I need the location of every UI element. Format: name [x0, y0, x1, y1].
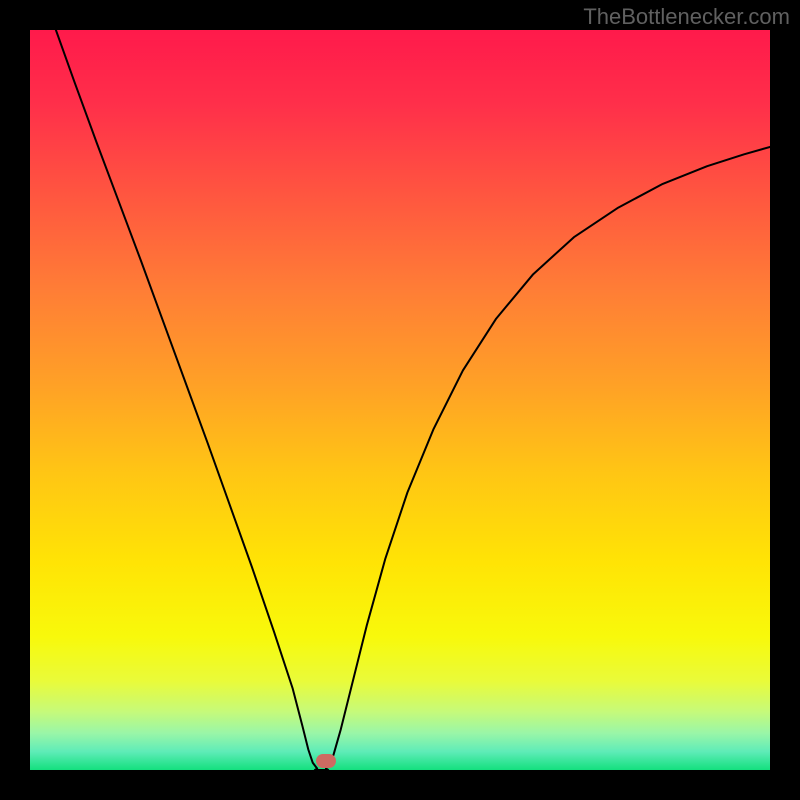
watermark-text: TheBottlenecker.com: [583, 4, 790, 30]
minimum-marker: [316, 754, 336, 768]
plot-area: [30, 30, 770, 770]
curve-line: [30, 30, 770, 770]
